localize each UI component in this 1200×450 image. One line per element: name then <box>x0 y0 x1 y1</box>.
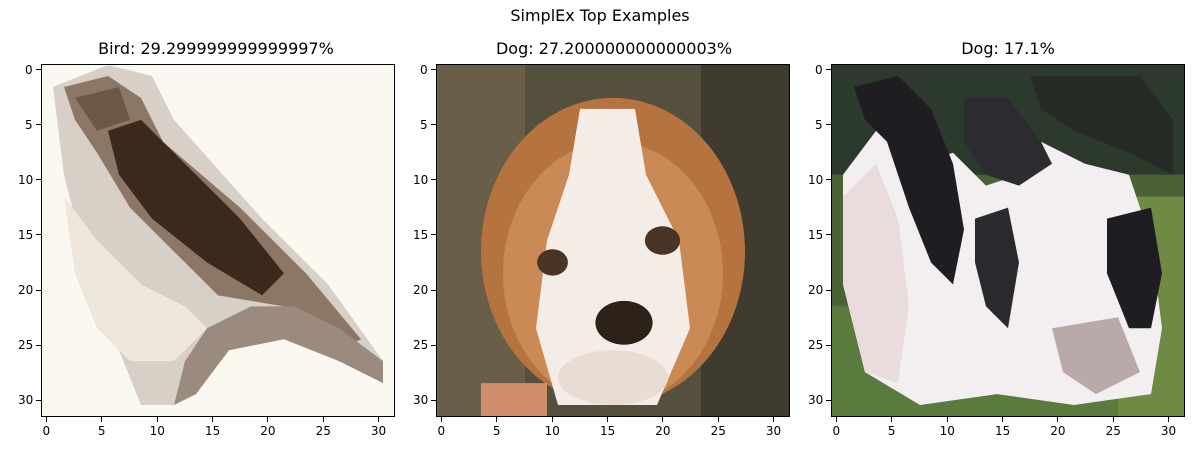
y-tick-label: 20 <box>18 283 34 298</box>
x-tick-mark <box>772 417 774 422</box>
y-tick-mark <box>36 399 41 401</box>
x-tick-mark <box>211 417 213 422</box>
x-tick-label: 15 <box>599 424 616 438</box>
x-tick-mark <box>156 417 158 422</box>
y-tick-mark <box>826 69 831 71</box>
y-tick-label: 10 <box>808 172 824 187</box>
y-tick-mark <box>431 234 436 236</box>
y-tick-label: 15 <box>808 227 824 242</box>
panel-title-2: Dog: 27.200000000000003% <box>495 39 733 58</box>
x-tick-label: 20 <box>1050 424 1066 438</box>
y-tick-label: 30 <box>808 393 824 408</box>
x-tick-label: 10 <box>939 424 955 438</box>
y-tick-mark <box>36 234 41 236</box>
x-tick-label: 10 <box>149 424 165 438</box>
y-tick-label: 25 <box>18 338 34 353</box>
y-tick-mark <box>826 399 831 401</box>
x-tick-mark <box>946 417 948 422</box>
x-tick-label: 5 <box>492 424 501 438</box>
y-tick-mark <box>36 344 41 346</box>
x-tick-label: 30 <box>1160 424 1177 438</box>
y-tick-label: 30 <box>18 393 34 408</box>
x-tick-mark <box>1112 417 1114 422</box>
x-tick-label: 5 <box>97 424 106 438</box>
y-tick-label: 0 <box>25 62 33 77</box>
y-tick-mark <box>826 289 831 291</box>
x-tick-label: 0 <box>437 424 446 438</box>
y-tick-label: 5 <box>815 117 823 132</box>
y-tick-label: 15 <box>413 227 429 242</box>
x-tick-label: 15 <box>994 424 1011 438</box>
y-tick-label: 10 <box>413 172 429 187</box>
x-tick-mark <box>891 417 893 422</box>
figure-title: SimplEx Top Examples <box>510 6 690 25</box>
x-tick-mark <box>1057 417 1059 422</box>
y-tick-label: 0 <box>420 62 428 77</box>
x-tick-mark <box>101 417 103 422</box>
x-tick-mark <box>322 417 324 422</box>
x-tick-mark <box>1001 417 1003 422</box>
puppy-image <box>437 65 789 416</box>
x-tick-mark <box>551 417 553 422</box>
x-tick-mark <box>1167 417 1169 422</box>
y-tick-mark <box>431 124 436 126</box>
y-tick-label: 5 <box>420 117 428 132</box>
y-tick-mark <box>36 179 41 181</box>
y-tick-label: 25 <box>808 338 824 353</box>
y-tick-mark <box>431 399 436 401</box>
y-tick-label: 20 <box>413 283 429 298</box>
x-tick-label: 20 <box>260 424 276 438</box>
y-tick-label: 15 <box>18 227 34 242</box>
panel-title-3: Dog: 17.1% <box>961 39 1055 58</box>
x-tick-mark <box>441 417 443 422</box>
x-tick-mark <box>662 417 664 422</box>
y-tick-label: 20 <box>808 283 824 298</box>
y-tick-mark <box>431 179 436 181</box>
x-tick-mark <box>377 417 379 422</box>
y-tick-mark <box>431 344 436 346</box>
y-tick-mark <box>826 124 831 126</box>
dog-image <box>832 65 1184 416</box>
image-axes-2 <box>436 64 790 417</box>
y-tick-label: 10 <box>18 172 34 187</box>
panel-title-1: Bird: 29.299999999999997% <box>98 39 334 58</box>
bird-image <box>42 65 394 416</box>
x-tick-mark <box>496 417 498 422</box>
x-tick-label: 0 <box>832 424 841 438</box>
image-axes-1 <box>41 64 395 417</box>
y-tick-mark <box>36 289 41 291</box>
y-tick-mark <box>431 289 436 291</box>
x-tick-label: 0 <box>42 424 51 438</box>
y-tick-label: 30 <box>413 393 429 408</box>
y-tick-mark <box>826 179 831 181</box>
x-tick-label: 30 <box>370 424 387 438</box>
y-tick-mark <box>826 234 831 236</box>
x-tick-label: 20 <box>655 424 671 438</box>
y-tick-label: 0 <box>815 62 823 77</box>
image-axes-3 <box>831 64 1185 417</box>
x-tick-label: 25 <box>1105 424 1121 438</box>
x-tick-mark <box>836 417 838 422</box>
y-tick-mark <box>36 124 41 126</box>
x-tick-label: 5 <box>887 424 896 438</box>
x-tick-mark <box>606 417 608 422</box>
x-tick-label: 30 <box>765 424 782 438</box>
y-tick-label: 5 <box>25 117 33 132</box>
y-tick-mark <box>431 69 436 71</box>
x-tick-label: 25 <box>710 424 726 438</box>
x-tick-label: 15 <box>204 424 221 438</box>
x-tick-label: 25 <box>315 424 331 438</box>
y-tick-mark <box>36 69 41 71</box>
y-tick-mark <box>826 344 831 346</box>
x-tick-mark <box>717 417 719 422</box>
x-tick-label: 10 <box>544 424 560 438</box>
x-tick-mark <box>267 417 269 422</box>
y-tick-label: 25 <box>413 338 429 353</box>
x-tick-mark <box>46 417 48 422</box>
